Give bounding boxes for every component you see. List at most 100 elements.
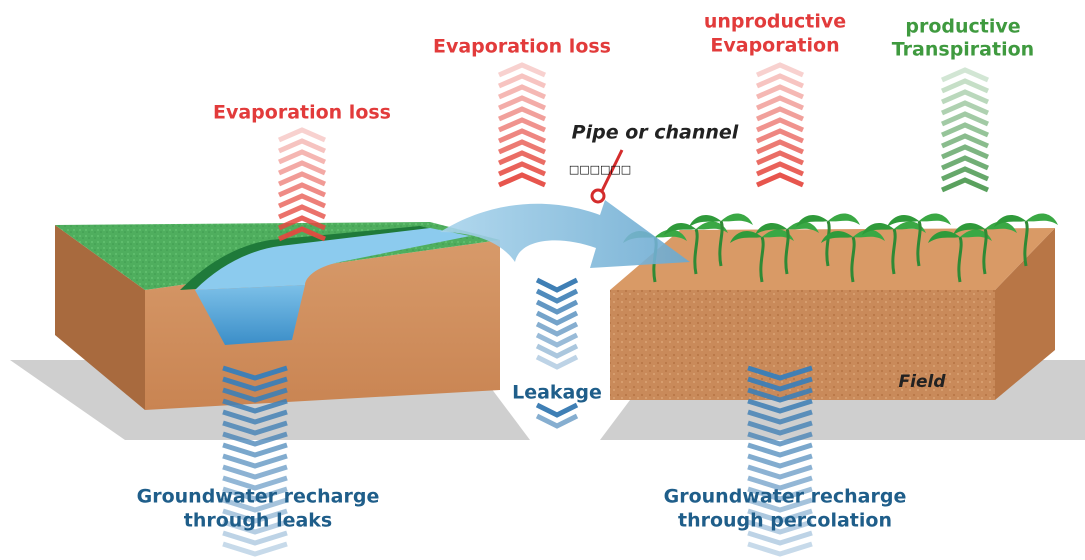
chevron [278,160,326,176]
chevron [222,398,288,414]
scene [10,62,1085,557]
plant-leaf [696,221,728,233]
chevron [498,62,546,78]
chevron [222,519,288,535]
plant-stem [850,236,856,283]
chevron [278,171,326,187]
chevron [756,73,804,89]
chevron [756,106,804,122]
label: productive [905,16,1020,38]
channel-water [195,228,470,290]
plant-leaf [887,214,919,227]
label: Field [899,372,947,392]
label: Evaporation loss [213,102,391,124]
plant-stem [718,220,724,267]
label: through percolation [678,510,892,532]
plant-stem [784,228,790,275]
plant-leaf [655,229,687,241]
chevron [498,172,546,188]
chevron [747,398,813,414]
chevron [756,62,804,78]
chevron [747,387,813,403]
chevron [747,453,813,469]
chevron [941,100,989,116]
chevron [747,409,813,425]
chevron [278,127,326,143]
plant-stem [1023,220,1029,267]
chevron [941,166,989,182]
chevron [222,464,288,480]
chevron [222,420,288,436]
chevron [941,144,989,160]
chevron [535,354,579,370]
chevron [756,95,804,111]
chevron [747,464,813,480]
label: □□□□□□ [569,163,631,176]
chevron [747,486,813,502]
chevrons [222,62,989,557]
plant-stem [825,220,831,267]
channel-side [55,225,145,410]
chevron [535,343,579,359]
plant-leaf [994,214,1026,227]
labels: Evaporation loss Evaporation loss unprod… [137,11,1035,532]
chevron [278,226,326,242]
chevron [222,530,288,546]
plant-leaf [1026,213,1058,225]
chevron [535,277,579,293]
label: Evaporation [710,35,839,57]
plant-leaf [960,229,992,241]
plant-leaf [853,229,885,241]
chevron [756,161,804,177]
chevron [756,84,804,100]
chevron [222,431,288,447]
chevron [278,182,326,198]
chevron [747,530,813,546]
chevron [747,541,813,557]
chevron [222,508,288,524]
plant-leaf [730,230,762,243]
chevron [756,172,804,188]
chevron [222,387,288,403]
plant-leaf [721,213,753,225]
chevron [498,73,546,89]
chevron [222,442,288,458]
chevron [498,150,546,166]
plant-leaf [664,222,696,235]
chevron [535,402,579,418]
plant-leaf [796,214,828,227]
pipe-pointer [598,149,624,196]
chevron [941,67,989,83]
chevron [941,111,989,127]
plant-leaf [689,214,721,227]
plant-leaf [862,222,894,235]
plant-leaf [821,230,853,243]
plant-leaf [755,222,787,235]
chevron [941,78,989,94]
chevron [498,128,546,144]
label: Pipe or channel [572,122,739,144]
channel-section [195,285,305,345]
plant-stem [982,228,988,275]
pipe-pointer-dot [590,188,606,204]
chevron [747,508,813,524]
chevron [941,155,989,171]
plant-leaf [762,229,794,241]
chevron [278,193,326,209]
chevron [756,117,804,133]
field-side [995,228,1055,400]
chevron [941,89,989,105]
plant-leaf [919,213,951,225]
label: unproductive [704,11,846,33]
chevron [278,215,326,231]
chevron [756,139,804,155]
plant-leaf [928,230,960,243]
chevron [222,497,288,513]
chevron [747,475,813,491]
chevron [535,332,579,348]
label: Groundwater recharge [664,486,907,508]
plant-stem [916,220,922,267]
plant-leaf [894,221,926,233]
chevron [535,299,579,315]
